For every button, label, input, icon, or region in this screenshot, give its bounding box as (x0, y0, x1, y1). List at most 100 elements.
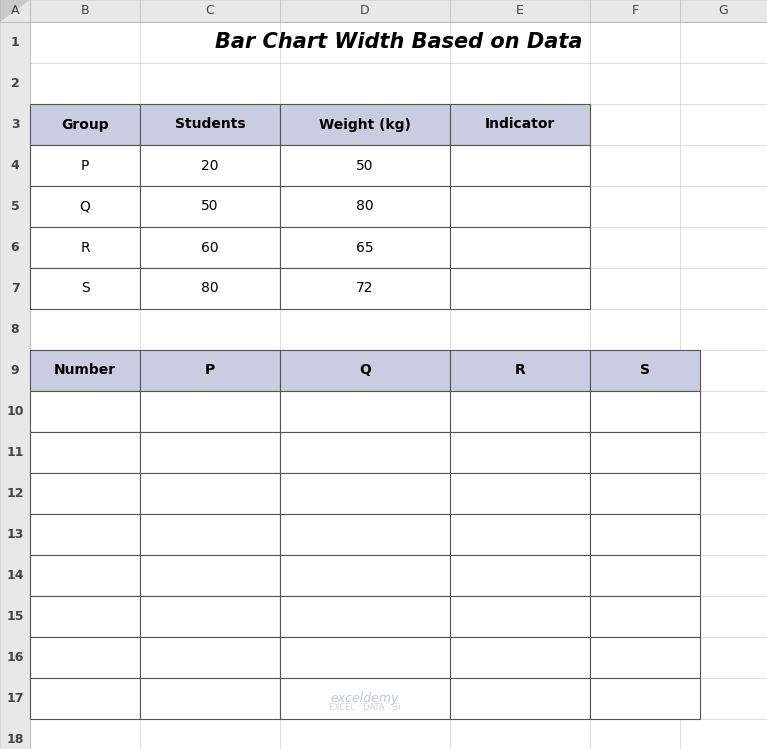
Text: Number: Number (54, 363, 116, 377)
Text: Q: Q (359, 363, 371, 377)
Text: 18: 18 (6, 733, 24, 746)
Text: 80: 80 (356, 199, 374, 213)
Bar (30, 678, 140, 719)
Bar (30, 227, 140, 268)
Bar (140, 391, 280, 432)
Bar (30, 186, 140, 227)
Text: A: A (11, 4, 19, 17)
Text: 50: 50 (356, 159, 374, 172)
Text: B: B (81, 4, 89, 17)
Text: Students: Students (175, 118, 245, 132)
Bar (280, 227, 450, 268)
Bar (450, 186, 590, 227)
Text: 6: 6 (11, 241, 19, 254)
Bar (590, 555, 700, 596)
Text: 15: 15 (6, 610, 24, 623)
Bar (450, 145, 590, 186)
Text: R: R (515, 363, 525, 377)
Text: 5: 5 (11, 200, 19, 213)
Text: F: F (631, 4, 639, 17)
Text: 65: 65 (356, 240, 374, 255)
Text: G: G (719, 4, 729, 17)
Text: P: P (205, 363, 215, 377)
Bar (590, 596, 700, 637)
Text: 14: 14 (6, 569, 24, 582)
Text: Indicator: Indicator (485, 118, 555, 132)
Text: EXCEL · DATA · BI: EXCEL · DATA · BI (329, 703, 401, 712)
Bar (140, 473, 280, 514)
Bar (280, 555, 450, 596)
Text: Weight (kg): Weight (kg) (319, 118, 411, 132)
Bar (450, 391, 590, 432)
Bar (140, 186, 280, 227)
Text: 17: 17 (6, 692, 24, 705)
Bar (450, 555, 590, 596)
Bar (590, 637, 700, 678)
Bar (450, 637, 590, 678)
Text: 4: 4 (11, 159, 19, 172)
Bar (450, 514, 590, 555)
Text: 50: 50 (201, 199, 219, 213)
Text: Q: Q (80, 199, 91, 213)
Bar (590, 391, 700, 432)
Text: 10: 10 (6, 405, 24, 418)
Bar (30, 268, 140, 309)
Bar (0, 0, 767, 22)
Bar (590, 432, 700, 473)
Bar (280, 432, 450, 473)
Bar (450, 104, 590, 145)
Bar (140, 268, 280, 309)
Bar (30, 391, 140, 432)
Bar (140, 514, 280, 555)
Bar (30, 350, 140, 391)
Bar (140, 350, 280, 391)
Bar (280, 186, 450, 227)
Text: 12: 12 (6, 487, 24, 500)
Text: 60: 60 (201, 240, 219, 255)
Text: exceldemy: exceldemy (331, 692, 399, 705)
Text: 3: 3 (11, 118, 19, 131)
Polygon shape (0, 0, 30, 22)
Bar (590, 350, 700, 391)
Bar (280, 350, 450, 391)
Text: 20: 20 (201, 159, 219, 172)
Bar (280, 473, 450, 514)
Bar (450, 350, 590, 391)
Bar (30, 432, 140, 473)
Bar (30, 514, 140, 555)
Text: 7: 7 (11, 282, 19, 295)
Bar (280, 678, 450, 719)
Bar (590, 514, 700, 555)
Bar (280, 104, 450, 145)
Text: 2: 2 (11, 77, 19, 90)
Bar (450, 596, 590, 637)
Bar (280, 145, 450, 186)
Bar (450, 227, 590, 268)
Bar (280, 514, 450, 555)
Bar (450, 473, 590, 514)
Bar (450, 268, 590, 309)
Bar (140, 596, 280, 637)
Text: 13: 13 (6, 528, 24, 541)
Text: R: R (81, 240, 90, 255)
Bar (140, 227, 280, 268)
Bar (280, 391, 450, 432)
Bar (30, 104, 140, 145)
Text: 8: 8 (11, 323, 19, 336)
Text: 9: 9 (11, 364, 19, 377)
Text: D: D (360, 4, 370, 17)
Text: 1: 1 (11, 36, 19, 49)
Bar (140, 555, 280, 596)
Bar (590, 678, 700, 719)
Bar (140, 432, 280, 473)
Bar (450, 678, 590, 719)
Bar (450, 432, 590, 473)
Text: S: S (81, 282, 90, 296)
Text: 72: 72 (356, 282, 374, 296)
Bar (30, 637, 140, 678)
Text: S: S (640, 363, 650, 377)
Text: P: P (81, 159, 89, 172)
Text: E: E (516, 4, 524, 17)
Bar (0, 0, 30, 749)
Bar (280, 637, 450, 678)
